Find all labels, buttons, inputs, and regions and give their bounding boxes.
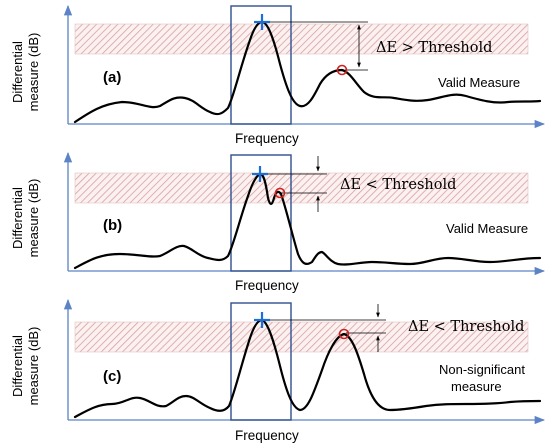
panel-b: (b) ΔE < Threshold Valid Measure Frequen… <box>10 151 546 293</box>
measure-verdict-line2: measure <box>451 379 502 394</box>
secondary-peak-marker-icon <box>338 328 350 340</box>
panel-tag: (c) <box>103 368 121 385</box>
panel-tag: (a) <box>103 69 121 86</box>
x-axis-label: Frequency <box>235 131 299 146</box>
y-axis-label-line1: Differential <box>10 187 25 249</box>
measure-verdict: Valid Measure <box>438 75 520 90</box>
threshold-condition: ΔE > Threshold <box>376 40 492 56</box>
x-axis-label: Frequency <box>235 278 299 293</box>
analysis-window <box>230 154 292 272</box>
threshold-condition: ΔE < Threshold <box>340 177 456 193</box>
measure-verdict: Non-significant <box>439 362 525 377</box>
panel-tag: (b) <box>103 217 122 234</box>
maximum-marker-icon <box>254 312 270 328</box>
maximum-marker-icon <box>252 166 268 182</box>
y-axis-label-line2: measure (dB) <box>26 33 41 112</box>
panel-a: (a) ΔE > Threshold Valid Measure Frequen… <box>10 4 546 146</box>
y-axis-label-line2: measure (dB) <box>26 327 41 406</box>
panel-c: (c) ΔE < Threshold Non-significant measu… <box>10 298 546 443</box>
spectrum-curve <box>73 172 542 270</box>
spectrum-curve <box>73 318 542 419</box>
y-axis-label-line2: measure (dB) <box>26 179 41 258</box>
y-axis-label-line1: Differential <box>10 41 25 103</box>
spectrum-curve <box>73 20 542 124</box>
measure-verdict: Valid Measure <box>446 221 528 236</box>
x-axis-label: Frequency <box>235 428 299 443</box>
secondary-peak-marker-icon <box>336 64 348 76</box>
threshold-band <box>74 172 529 204</box>
maximum-marker-icon <box>254 14 270 30</box>
secondary-peak-marker-icon <box>274 187 286 199</box>
threshold-band <box>74 321 529 353</box>
threshold-band <box>74 23 529 55</box>
analysis-window <box>230 5 292 125</box>
threshold-condition: ΔE < Threshold <box>408 319 524 335</box>
analysis-window <box>230 302 292 421</box>
y-axis-label-line1: Differential <box>10 335 25 397</box>
